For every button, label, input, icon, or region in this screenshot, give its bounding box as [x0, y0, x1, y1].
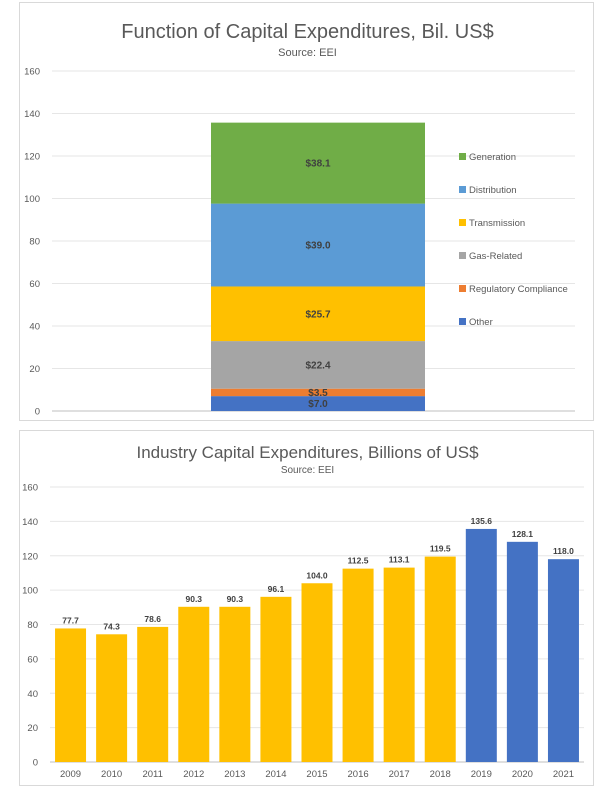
- x-tick-label: 2019: [471, 769, 492, 780]
- bar-value-label: 135.6: [471, 516, 493, 526]
- bar-value-label: 78.6: [144, 614, 161, 624]
- y-tick-label: 120: [22, 551, 38, 562]
- segment-value-label: $3.5: [308, 388, 328, 399]
- x-tick-label: 2010: [101, 769, 122, 780]
- stacked-capex-chart: Function of Capital Expenditures, Bil. U…: [24, 21, 575, 418]
- bar-value-label: 96.1: [268, 584, 285, 594]
- y-tick-label: 40: [29, 322, 40, 333]
- bar-value-label: 104.0: [306, 570, 328, 580]
- x-tick-label: 2009: [60, 769, 81, 780]
- legend-swatch: [459, 219, 466, 226]
- x-tick-label: 2013: [224, 769, 245, 780]
- legend-label: Regulatory Compliance: [469, 284, 568, 295]
- chart-title: Function of Capital Expenditures, Bil. U…: [121, 21, 493, 43]
- legend-label: Gas-Related: [469, 251, 522, 262]
- bar-segment: [211, 286, 425, 342]
- y-tick-label: 160: [24, 67, 40, 78]
- bar-value-label: 90.3: [227, 594, 244, 604]
- legend-label: Distribution: [469, 185, 517, 196]
- bar-value-label: 113.1: [389, 555, 410, 565]
- y-tick-label: 0: [33, 758, 38, 769]
- bar-value-label: 119.5: [430, 544, 451, 554]
- x-tick-label: 2012: [183, 769, 204, 780]
- y-tick-label: 80: [27, 620, 38, 631]
- y-tick-label: 20: [27, 723, 38, 734]
- legend-label: Transmission: [469, 218, 525, 229]
- bar: [465, 528, 497, 762]
- x-tick-label: 2014: [265, 769, 286, 780]
- bar: [342, 568, 374, 762]
- bar-value-label: 90.3: [185, 594, 202, 604]
- segment-value-label: $7.0: [308, 399, 328, 410]
- bar-segment: [211, 122, 425, 204]
- segment-value-label: $39.0: [305, 241, 330, 252]
- chart-subtitle: Source: EEI: [281, 465, 334, 476]
- segment-value-label: $38.1: [305, 159, 330, 170]
- y-tick-label: 20: [29, 364, 40, 375]
- y-tick-label: 80: [29, 237, 40, 248]
- y-tick-label: 0: [35, 407, 40, 418]
- bar-value-label: 112.5: [348, 556, 369, 566]
- y-tick-label: 100: [24, 194, 40, 205]
- segment-value-label: $25.7: [305, 309, 330, 320]
- bar-value-label: 74.3: [103, 621, 120, 631]
- y-tick-label: 140: [24, 109, 40, 120]
- x-tick-label: 2011: [142, 769, 162, 780]
- bar-segment: [211, 396, 425, 411]
- legend-label: Generation: [469, 152, 516, 163]
- legend-label: Other: [469, 317, 493, 328]
- legend-swatch: [459, 318, 466, 325]
- chart-subtitle: Source: EEI: [278, 47, 337, 59]
- bar-value-label: 128.1: [512, 529, 534, 539]
- y-tick-label: 60: [29, 279, 40, 290]
- y-tick-label: 120: [24, 152, 40, 163]
- bar: [137, 626, 169, 762]
- bar: [301, 583, 333, 762]
- legend-swatch: [459, 285, 466, 292]
- bar: [506, 541, 538, 762]
- legend-swatch: [459, 186, 466, 193]
- bar: [55, 628, 87, 762]
- x-tick-label: 2018: [430, 769, 451, 780]
- y-tick-label: 160: [22, 483, 38, 494]
- annual-capex-chart-panel: Industry Capital Expenditures, Billions …: [19, 430, 594, 786]
- annual-capex-chart: Industry Capital Expenditures, Billions …: [22, 443, 584, 780]
- chart-title: Industry Capital Expenditures, Billions …: [136, 443, 479, 462]
- bar: [260, 596, 292, 762]
- bar: [547, 559, 579, 762]
- bar-value-label: 118.0: [553, 546, 574, 556]
- bar: [383, 567, 415, 762]
- bar-segment: [211, 203, 425, 287]
- bar: [219, 606, 251, 762]
- y-tick-label: 140: [22, 517, 38, 528]
- y-tick-label: 100: [22, 586, 38, 597]
- y-tick-label: 60: [27, 654, 38, 665]
- x-tick-label: 2020: [512, 769, 533, 780]
- x-tick-label: 2017: [389, 769, 410, 780]
- y-tick-label: 40: [27, 689, 38, 700]
- x-tick-label: 2015: [306, 769, 327, 780]
- x-tick-label: 2016: [348, 769, 369, 780]
- segment-value-label: $22.4: [305, 360, 330, 371]
- bar: [424, 556, 456, 762]
- x-tick-label: 2021: [553, 769, 574, 780]
- legend-swatch: [459, 153, 466, 160]
- bar: [178, 606, 210, 762]
- legend-swatch: [459, 252, 466, 259]
- bar-value-label: 77.7: [62, 615, 79, 625]
- bar-segment: [211, 388, 425, 397]
- stacked-capex-chart-panel: Function of Capital Expenditures, Bil. U…: [19, 2, 594, 421]
- bar: [96, 634, 128, 762]
- bar-segment: [211, 341, 425, 389]
